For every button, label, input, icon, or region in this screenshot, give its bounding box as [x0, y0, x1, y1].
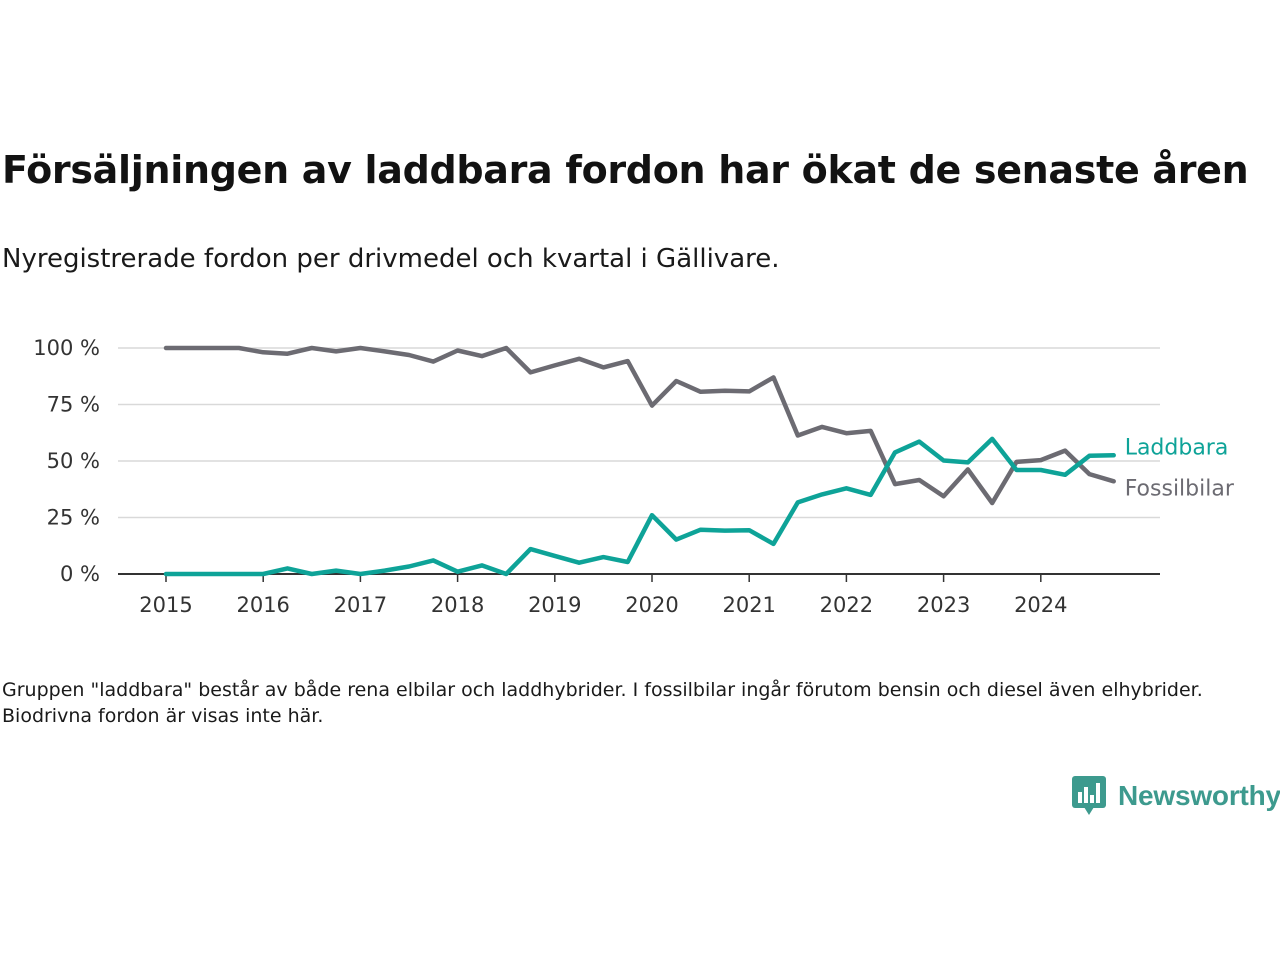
- x-tick-label: 2022: [820, 593, 873, 617]
- y-tick-label: 0 %: [60, 562, 100, 586]
- series-line-fossilbilar: [163, 345, 1116, 506]
- y-tick-label: 100 %: [33, 336, 100, 360]
- x-tick-label: 2017: [334, 593, 387, 617]
- series-labels: Laddbara Fossilbilar: [1125, 435, 1235, 501]
- footnote: Gruppen "laddbara" består av både rena e…: [2, 679, 1203, 727]
- line-chart: 0 %25 %50 %75 %100 % 2015 2016 2017 2018 201…: [33, 336, 1235, 617]
- y-tick-label: 25 %: [47, 506, 100, 530]
- series-label-fossilbilar: Fossilbilar: [1125, 476, 1235, 501]
- y-axis: 0 % 25 % 50 % 75 % 100 %: [33, 336, 100, 586]
- x-tick-label: 2016: [236, 593, 289, 617]
- y-tick-label: 50 %: [47, 449, 100, 473]
- x-tick-label: 2021: [722, 593, 775, 617]
- x-tick-label: 2020: [625, 593, 678, 617]
- series-lines: [163, 345, 1116, 577]
- x-tick-label: 2023: [917, 593, 970, 617]
- y-tick-label: 75 %: [47, 393, 100, 417]
- x-tick-label: 2015: [139, 593, 192, 617]
- x-tick-label: 2024: [1014, 593, 1067, 617]
- chart-title: Försäljningen av laddbara fordon har öka…: [2, 148, 1249, 192]
- gridlines: [118, 347, 1160, 519]
- series-label-laddbara: Laddbara: [1125, 435, 1229, 460]
- x-tick-label: 2019: [528, 593, 581, 617]
- brand-logo[interactable]: Newsworthy: [1072, 776, 1280, 816]
- x-tick-label: 2018: [431, 593, 484, 617]
- newsworthy-logo-icon: [1072, 776, 1106, 815]
- series-line-laddbara: [163, 436, 1116, 577]
- brand-name: Newsworthy: [1118, 780, 1280, 811]
- x-axis: 2015 2016 2017 2018 2019 2020 2021 2022 2023 2024: [118, 573, 1160, 617]
- chart-subtitle: Nyregistrerade fordon per drivmedel och …: [2, 244, 780, 274]
